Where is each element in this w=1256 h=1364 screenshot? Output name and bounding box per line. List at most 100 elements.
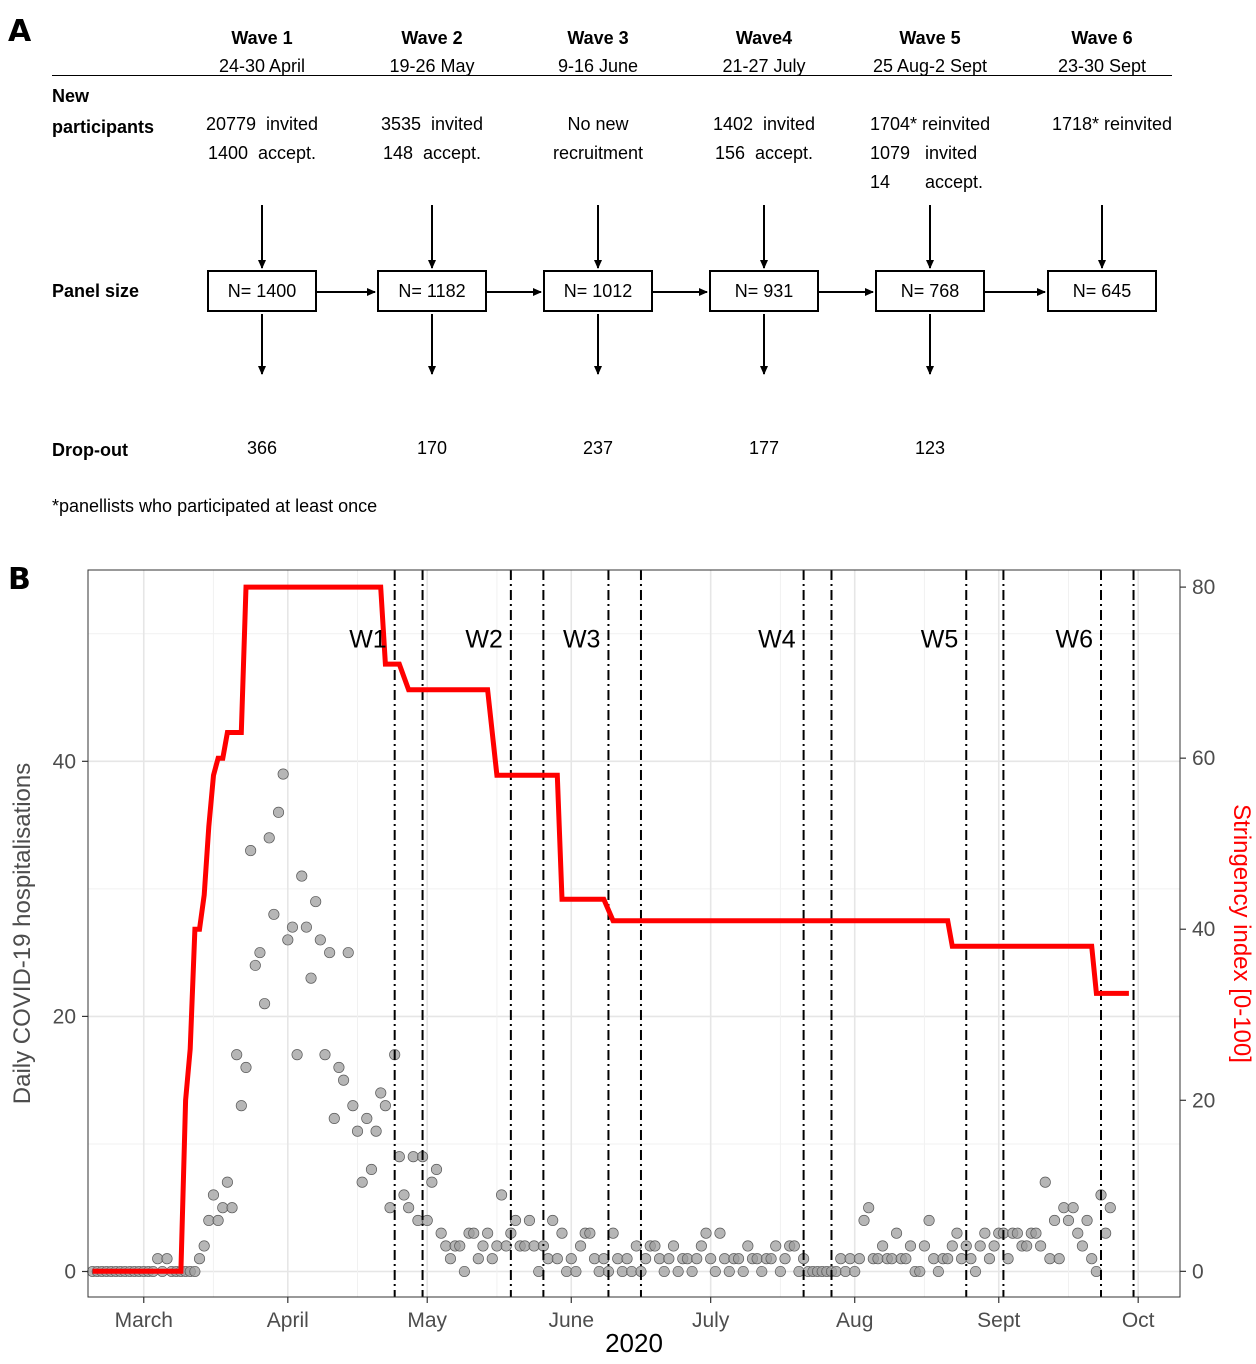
wave-4-dates: 21-27 July — [722, 56, 806, 76]
data-point — [649, 1240, 661, 1252]
new-participants-line: No new — [567, 114, 629, 134]
data-point — [988, 1240, 1000, 1252]
wave-label: W2 — [465, 625, 503, 653]
data-point — [835, 1253, 847, 1265]
data-point — [193, 1253, 206, 1265]
data-point — [686, 1265, 698, 1278]
wave-1-dropout: 366 — [246, 438, 278, 458]
data-point — [719, 1253, 731, 1265]
data-point — [1030, 1227, 1042, 1239]
data-point — [918, 1240, 930, 1252]
data-point — [393, 1151, 405, 1163]
data-point — [263, 832, 275, 844]
data-point — [672, 1265, 684, 1278]
panel-a-letter: A — [8, 14, 32, 49]
wave-labels: W1 W2 W3 W4 W5 W6 — [349, 625, 1093, 653]
data-point — [268, 908, 280, 920]
data-point — [310, 896, 322, 908]
data-point — [965, 1253, 977, 1265]
data-point — [221, 1176, 233, 1188]
data-point — [523, 1214, 535, 1227]
data-point — [375, 1087, 387, 1099]
data-point — [844, 1253, 856, 1265]
data-point — [426, 1176, 438, 1188]
wave-5-new-participants: 1704* reinvited 1079 invited 14 accept. — [870, 110, 1060, 197]
data-point — [904, 1240, 917, 1252]
x-tick-label: June — [548, 1309, 594, 1332]
data-point — [1067, 1202, 1079, 1214]
data-point — [1062, 1214, 1075, 1227]
data-point — [189, 1265, 201, 1278]
data-point — [430, 1163, 443, 1176]
data-point — [259, 998, 271, 1010]
data-point — [858, 1214, 870, 1227]
wave-4-dropout: 177 — [748, 438, 780, 458]
wave-3-panel-size-box: N= 1012 — [543, 270, 653, 312]
new-participants-line: 1718* reinvited — [1051, 114, 1173, 134]
y2-tick-label: 20 — [1192, 1089, 1215, 1112]
y-tick-label: 20 — [53, 1005, 76, 1028]
data-point — [830, 1265, 842, 1278]
data-point — [342, 947, 354, 959]
row-label-panel-size: Panel size — [52, 281, 140, 301]
data-point — [245, 845, 257, 857]
data-point — [588, 1253, 601, 1265]
wave-5-title: Wave 5 — [899, 28, 961, 48]
data-point — [1072, 1227, 1084, 1239]
data-point — [1086, 1253, 1098, 1265]
data-point — [654, 1253, 666, 1265]
wave-2-panel-size-box: N= 1182 — [377, 270, 487, 312]
data-point — [886, 1253, 898, 1265]
wave-6-dates: 23-30 Sept — [1057, 56, 1147, 76]
data-point — [658, 1265, 670, 1278]
data-point — [272, 806, 285, 818]
x-tick-label: March — [115, 1309, 173, 1332]
plot-background — [88, 570, 1180, 1297]
new-participants-line: 1704* reinvited — [870, 114, 991, 134]
data-point — [356, 1176, 368, 1188]
data-point — [407, 1151, 419, 1163]
data-point — [663, 1253, 675, 1265]
data-point — [1053, 1253, 1065, 1265]
y2-tick-label: 60 — [1192, 747, 1215, 770]
y2-tick-label: 80 — [1192, 576, 1215, 599]
data-point — [477, 1240, 489, 1252]
data-point — [319, 1049, 331, 1061]
data-point — [733, 1253, 745, 1265]
data-point — [565, 1253, 577, 1265]
data-point — [872, 1253, 884, 1265]
data-point — [458, 1265, 470, 1278]
data-point — [630, 1240, 642, 1252]
data-point — [403, 1202, 415, 1214]
panel-b-letter: B — [8, 562, 31, 597]
y-tick-label: 0 — [64, 1260, 76, 1283]
data-point — [454, 1240, 466, 1252]
new-participants-line: 1079 invited — [870, 143, 978, 163]
data-point — [737, 1265, 749, 1278]
data-point — [528, 1240, 540, 1252]
chart-b: W1 W2 W3 W4 W5 W6 March April May June July Aug Sep… — [9, 569, 1255, 1358]
data-point — [691, 1253, 703, 1265]
new-participants-line: 148 accept. — [382, 143, 482, 163]
data-point — [923, 1214, 935, 1227]
wave-2-dropout: 170 — [416, 438, 448, 458]
data-point — [714, 1227, 726, 1239]
data-point — [347, 1100, 359, 1112]
data-point — [681, 1253, 693, 1265]
data-point — [700, 1227, 712, 1239]
data-point — [1035, 1240, 1047, 1252]
x-tick-label: July — [692, 1309, 730, 1332]
data-point — [547, 1214, 559, 1227]
data-point — [788, 1240, 800, 1252]
data-point — [1044, 1253, 1056, 1265]
data-point — [575, 1240, 587, 1252]
data-point — [472, 1253, 484, 1265]
data-point — [709, 1265, 721, 1278]
data-point — [324, 947, 336, 959]
data-point — [379, 1100, 391, 1112]
data-point — [742, 1240, 754, 1252]
wave-3-dates: 9-16 June — [557, 56, 639, 76]
data-point — [240, 1061, 252, 1073]
data-point — [561, 1265, 573, 1278]
x-tick-label: Oct — [1122, 1309, 1155, 1332]
